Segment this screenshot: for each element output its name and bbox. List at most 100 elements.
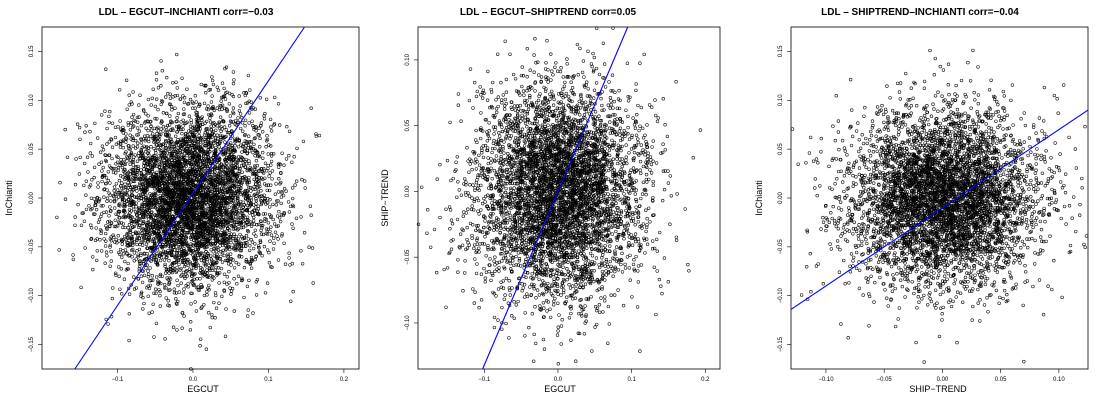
- data-point: [131, 112, 136, 117]
- data-point: [144, 242, 149, 246]
- data-point: [111, 286, 115, 290]
- data-point: [209, 124, 213, 128]
- data-point: [95, 249, 99, 253]
- data-point: [291, 196, 295, 201]
- data-point: [77, 125, 82, 130]
- data-point: [159, 154, 163, 158]
- data-point: [293, 183, 297, 187]
- data-point: [112, 189, 116, 193]
- data-point: [208, 120, 213, 124]
- data-point: [189, 291, 193, 295]
- data-point: [301, 139, 306, 144]
- data-point: [98, 238, 102, 242]
- data-point: [221, 152, 225, 157]
- data-point: [104, 231, 108, 236]
- data-point: [154, 71, 159, 75]
- data-point: [99, 229, 104, 233]
- data-point: [150, 96, 154, 100]
- data-point: [151, 132, 155, 136]
- data-point: [263, 217, 267, 221]
- data-point: [261, 232, 266, 237]
- data-point: [147, 286, 152, 291]
- data-point: [140, 280, 145, 285]
- data-point: [164, 95, 168, 99]
- data-point: [247, 149, 252, 153]
- data-point: [225, 224, 229, 228]
- data-point: [198, 344, 202, 348]
- data-point: [268, 117, 273, 122]
- data-point: [130, 236, 134, 241]
- data-point: [194, 285, 199, 290]
- data-point: [204, 182, 209, 186]
- data-point: [253, 228, 257, 232]
- data-point: [163, 337, 167, 341]
- data-point: [255, 151, 259, 155]
- data-point: [253, 192, 257, 197]
- data-point: [185, 87, 189, 91]
- data-point: [280, 234, 284, 238]
- data-point: [278, 216, 282, 220]
- data-point: [249, 266, 254, 270]
- data-point: [193, 300, 197, 304]
- data-point: [154, 275, 159, 279]
- data-point: [173, 174, 177, 178]
- data-point: [137, 193, 141, 197]
- data-point: [94, 226, 98, 230]
- data-point: [180, 76, 184, 80]
- data-point: [267, 174, 271, 178]
- data-point: [216, 137, 220, 141]
- data-point: [78, 137, 82, 142]
- data-point: [108, 181, 112, 185]
- data-point: [108, 264, 112, 268]
- data-point: [237, 171, 241, 176]
- data-point: [194, 100, 198, 104]
- data-point: [204, 91, 208, 95]
- data-point: [158, 258, 163, 263]
- data-point: [75, 122, 80, 126]
- data-point: [225, 275, 229, 279]
- data-point: [110, 156, 114, 161]
- data-point: [204, 347, 209, 351]
- data-point: [287, 129, 292, 134]
- data-point: [160, 69, 164, 73]
- x-tick-label: −0.1: [112, 377, 125, 383]
- data-point: [200, 305, 204, 309]
- data-point: [309, 213, 313, 217]
- data-point: [84, 193, 88, 197]
- data-point: [101, 204, 105, 208]
- data-point: [100, 249, 104, 253]
- data-point: [213, 268, 217, 272]
- data-point: [195, 277, 199, 281]
- data-point: [131, 144, 135, 148]
- data-point: [114, 182, 119, 186]
- data-point: [115, 197, 119, 201]
- data-point: [181, 169, 185, 173]
- data-point: [299, 249, 303, 253]
- data-point: [205, 119, 209, 124]
- data-point: [155, 132, 159, 136]
- data-point: [225, 130, 230, 135]
- data-point: [99, 204, 103, 208]
- data-point: [116, 125, 120, 129]
- data-point: [250, 213, 255, 217]
- data-point: [253, 154, 257, 158]
- data-point: [308, 204, 313, 208]
- data-point: [120, 197, 125, 202]
- data-point: [270, 177, 274, 181]
- data-point: [137, 129, 141, 133]
- data-point: [86, 170, 90, 174]
- panel-egcut-inchianti: LDL – EGCUT–INCHIANTI corr=−0.03 InChian…: [4, 7, 360, 394]
- data-point: [277, 165, 281, 169]
- data-point: [181, 94, 185, 98]
- data-point: [212, 254, 217, 258]
- data-point: [204, 107, 209, 111]
- data-point: [212, 300, 216, 305]
- data-point: [138, 183, 142, 187]
- data-point: [82, 183, 86, 188]
- data-point: [101, 148, 106, 152]
- data-point: [79, 285, 83, 290]
- data-point: [127, 223, 132, 227]
- data-point: [215, 106, 219, 110]
- data-point: [103, 109, 107, 113]
- data-point: [154, 78, 159, 82]
